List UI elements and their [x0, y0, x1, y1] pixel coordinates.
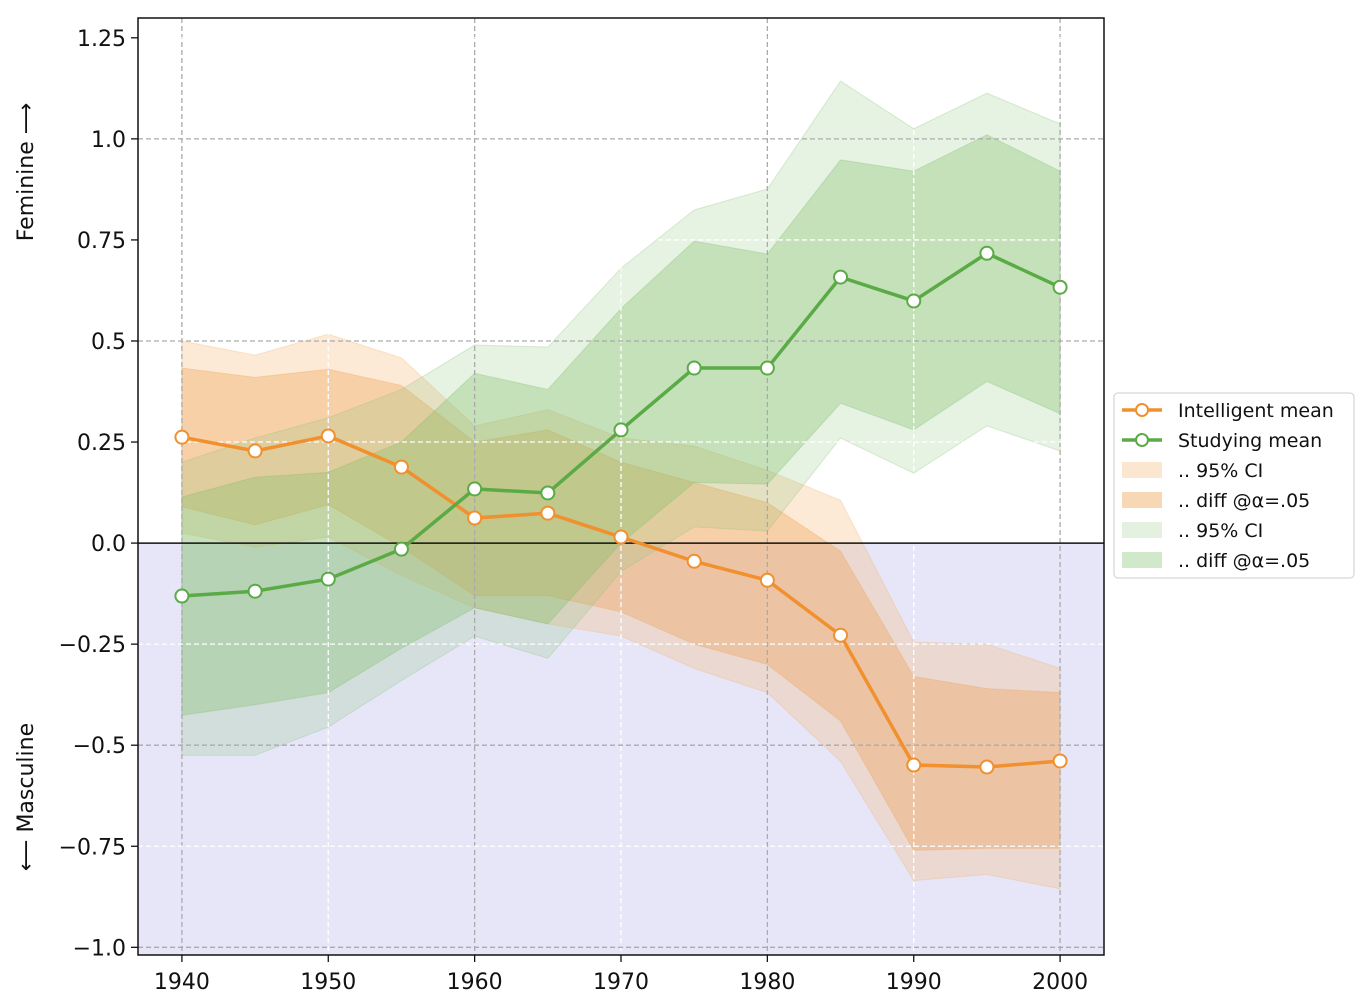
data-point: [247, 443, 263, 459]
y-tick-label: −1.0: [73, 936, 126, 961]
y-tick-label: 0.75: [77, 229, 126, 254]
legend-label: Intelligent mean: [1178, 400, 1334, 422]
data-point: [979, 759, 995, 775]
y-tick-label: 1.0: [91, 128, 126, 153]
data-point: [540, 505, 556, 521]
x-tick-label: 1990: [886, 970, 942, 995]
legend-label: .. diff @α=.05: [1178, 550, 1310, 572]
data-point: [833, 627, 849, 643]
data-point: [979, 245, 995, 261]
data-point: [174, 429, 190, 445]
data-point: [467, 510, 483, 526]
data-point: [1052, 279, 1068, 295]
legend-patch-icon: [1122, 462, 1162, 478]
data-point: [833, 269, 849, 285]
axis-ticks: 1940 1950 1960 1970 1980 1990 2000 1.25 1.0 0.75 0…: [59, 27, 1089, 995]
legend-patch-icon: [1122, 552, 1162, 568]
y-tick-label: 0.5: [91, 330, 126, 355]
legend: Intelligent mean Studying mean .. 95% CI..…: [1113, 392, 1355, 579]
legend-patch-icon: [1122, 492, 1162, 508]
data-point: [759, 572, 775, 588]
legend-label: .. 95% CI: [1178, 520, 1263, 542]
ylabel-masculine: ⟵ Masculine: [14, 723, 39, 871]
legend-label: Studying mean: [1178, 430, 1322, 452]
plot-area: [137, 17, 1105, 956]
data-point: [906, 757, 922, 773]
band-diff-0: [181, 367, 1061, 851]
data-point: [686, 360, 702, 376]
data-point: [1052, 753, 1068, 769]
y-tick-label: −0.25: [59, 633, 126, 658]
legend-marker-icon: [1135, 403, 1149, 417]
data-point: [540, 485, 556, 501]
legend-patch-icon: [1122, 522, 1162, 538]
x-tick-label: 1970: [593, 970, 649, 995]
legend-label: .. diff @α=.05: [1178, 490, 1310, 512]
data-point: [247, 583, 263, 599]
y-tick-label: 0.0: [91, 532, 126, 557]
x-tick-label: 1950: [300, 970, 356, 995]
data-point: [467, 481, 483, 497]
ylabel-feminine: Feminine ⟶: [14, 103, 39, 242]
x-tick-label: 1940: [154, 970, 210, 995]
x-tick-label: 2000: [1032, 970, 1088, 995]
data-point: [320, 428, 336, 444]
y-tick-label: 0.25: [77, 431, 126, 456]
y-tick-label: 1.25: [77, 27, 126, 52]
data-point: [613, 422, 629, 438]
data-point: [686, 553, 702, 569]
x-tick-label: 1980: [739, 970, 795, 995]
data-point: [613, 529, 629, 545]
legend-label: .. 95% CI: [1178, 460, 1263, 482]
data-point: [393, 541, 409, 557]
data-point: [320, 571, 336, 587]
data-point: [174, 588, 190, 604]
legend-marker-icon: [1135, 433, 1149, 447]
y-tick-label: −0.75: [59, 835, 126, 860]
data-point: [759, 360, 775, 376]
y-tick-label: −0.5: [73, 734, 126, 759]
x-tick-label: 1960: [447, 970, 503, 995]
legend-box: [1113, 392, 1355, 579]
data-point: [906, 293, 922, 309]
data-point: [393, 459, 409, 475]
